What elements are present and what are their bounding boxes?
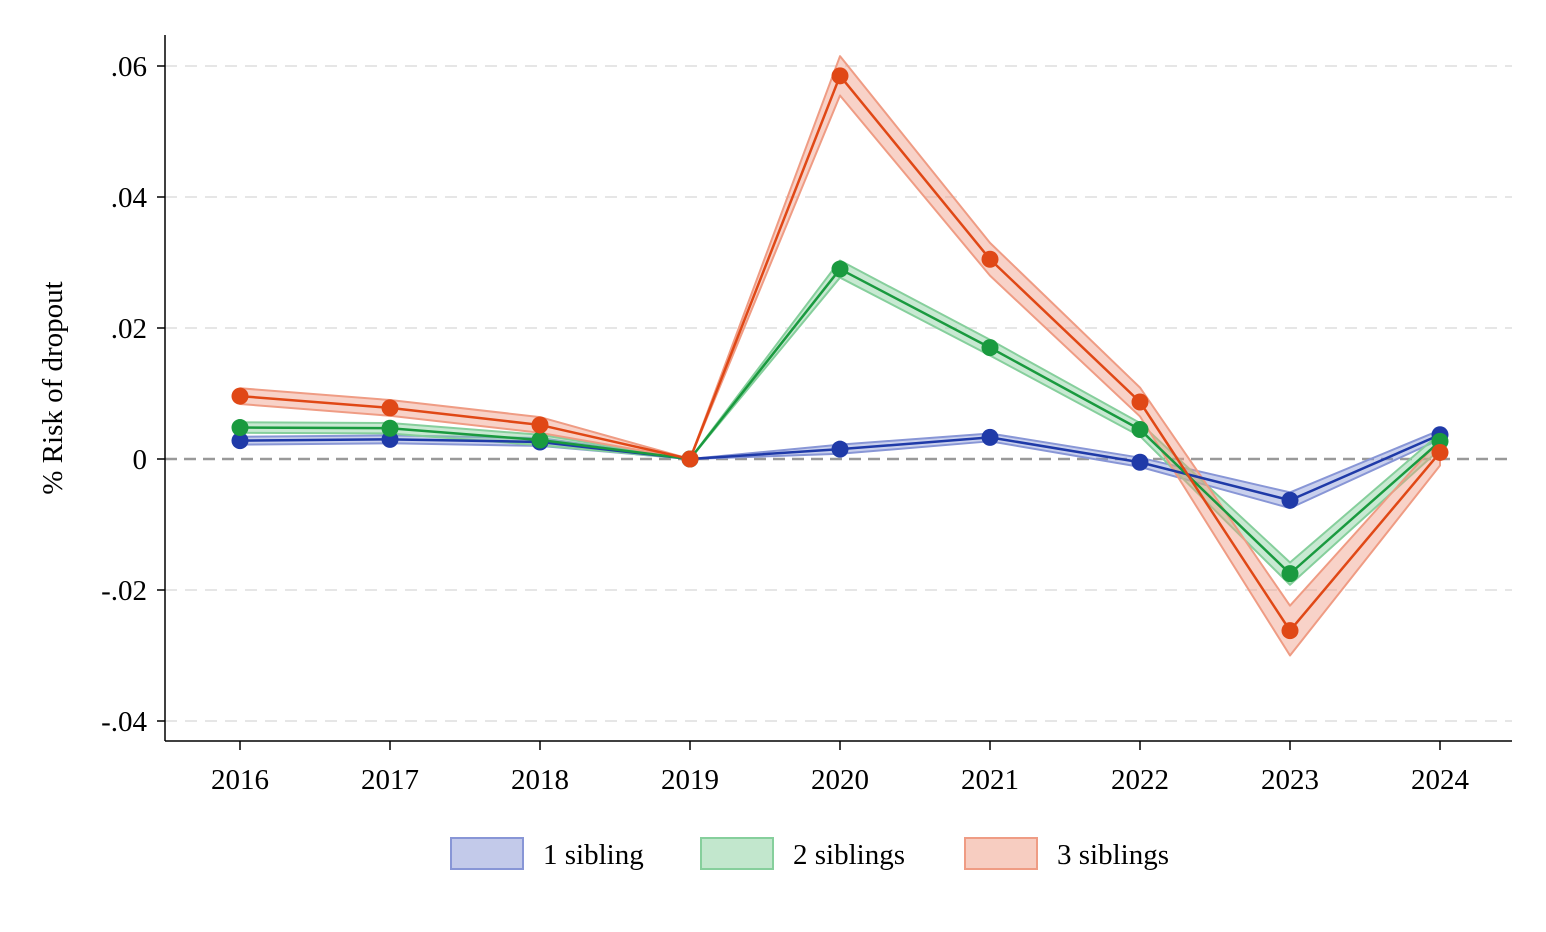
point-series-2-2016 — [231, 419, 249, 437]
point-series-2-2023 — [1281, 565, 1299, 583]
y-tick-label: -.02 — [101, 575, 147, 607]
legend-label-series-2: 2 siblings — [793, 839, 905, 871]
point-series-1-2023 — [1281, 491, 1299, 509]
legend-label-series-3: 3 siblings — [1057, 839, 1169, 871]
y-tick-label: -.04 — [101, 706, 147, 738]
point-series-1-2016 — [231, 432, 249, 450]
point-series-2-2021 — [981, 339, 999, 357]
point-series-3-2018 — [531, 416, 549, 434]
point-series-3-2021 — [981, 250, 999, 268]
ci-band-series-3 — [239, 55, 1441, 657]
y-tick-label: .02 — [111, 313, 147, 345]
legend-swatch-series-1 — [450, 837, 524, 870]
point-series-3-2020 — [831, 67, 849, 85]
x-tick-label: 2021 — [961, 764, 1019, 796]
point-series-3-2016 — [231, 387, 249, 405]
axes: -.04 -.02 0 .02 .04 .06 2016 2017 2018 2019 2020 20… — [101, 35, 1512, 796]
point-series-3-2019 — [681, 450, 699, 468]
x-tick-label: 2022 — [1111, 764, 1169, 796]
point-series-1-2022 — [1131, 453, 1149, 471]
x-tick-label: 2016 — [211, 764, 269, 796]
y-tick-label: .06 — [111, 51, 147, 83]
gridlines — [165, 65, 1512, 722]
x-tick-label: 2023 — [1261, 764, 1319, 796]
confidence-bands — [239, 55, 1441, 657]
point-series-3-2024 — [1431, 443, 1449, 461]
y-tick-label: 0 — [133, 444, 148, 476]
x-tick-label: 2020 — [811, 764, 869, 796]
point-series-2-2022 — [1131, 421, 1149, 439]
x-tick-label: 2017 — [361, 764, 419, 796]
point-series-2-2020 — [831, 260, 849, 278]
line-series-2 — [239, 267, 1441, 575]
x-tick-label: 2018 — [511, 764, 569, 796]
x-tick-label: 2019 — [661, 764, 719, 796]
point-series-3-2023 — [1281, 622, 1299, 640]
point-series-3-2022 — [1131, 393, 1149, 411]
point-series-3-2017 — [381, 399, 399, 417]
point-series-1-2020 — [831, 440, 849, 458]
point-series-2-2018 — [531, 431, 549, 449]
x-tick-label: 2024 — [1411, 764, 1470, 796]
series-points — [231, 67, 1449, 640]
legend-label-series-1: 1 sibling — [543, 839, 644, 871]
ci-band-series-2 — [239, 259, 1441, 586]
legend: 1 sibling 2 siblings 3 siblings — [450, 837, 1169, 871]
legend-swatch-series-3 — [964, 837, 1038, 870]
y-tick-label: .04 — [111, 182, 148, 214]
legend-swatch-series-2 — [700, 837, 774, 870]
point-series-1-2021 — [981, 428, 999, 446]
point-series-2-2017 — [381, 419, 399, 437]
y-axis-title: % Risk of dropout — [37, 281, 69, 494]
